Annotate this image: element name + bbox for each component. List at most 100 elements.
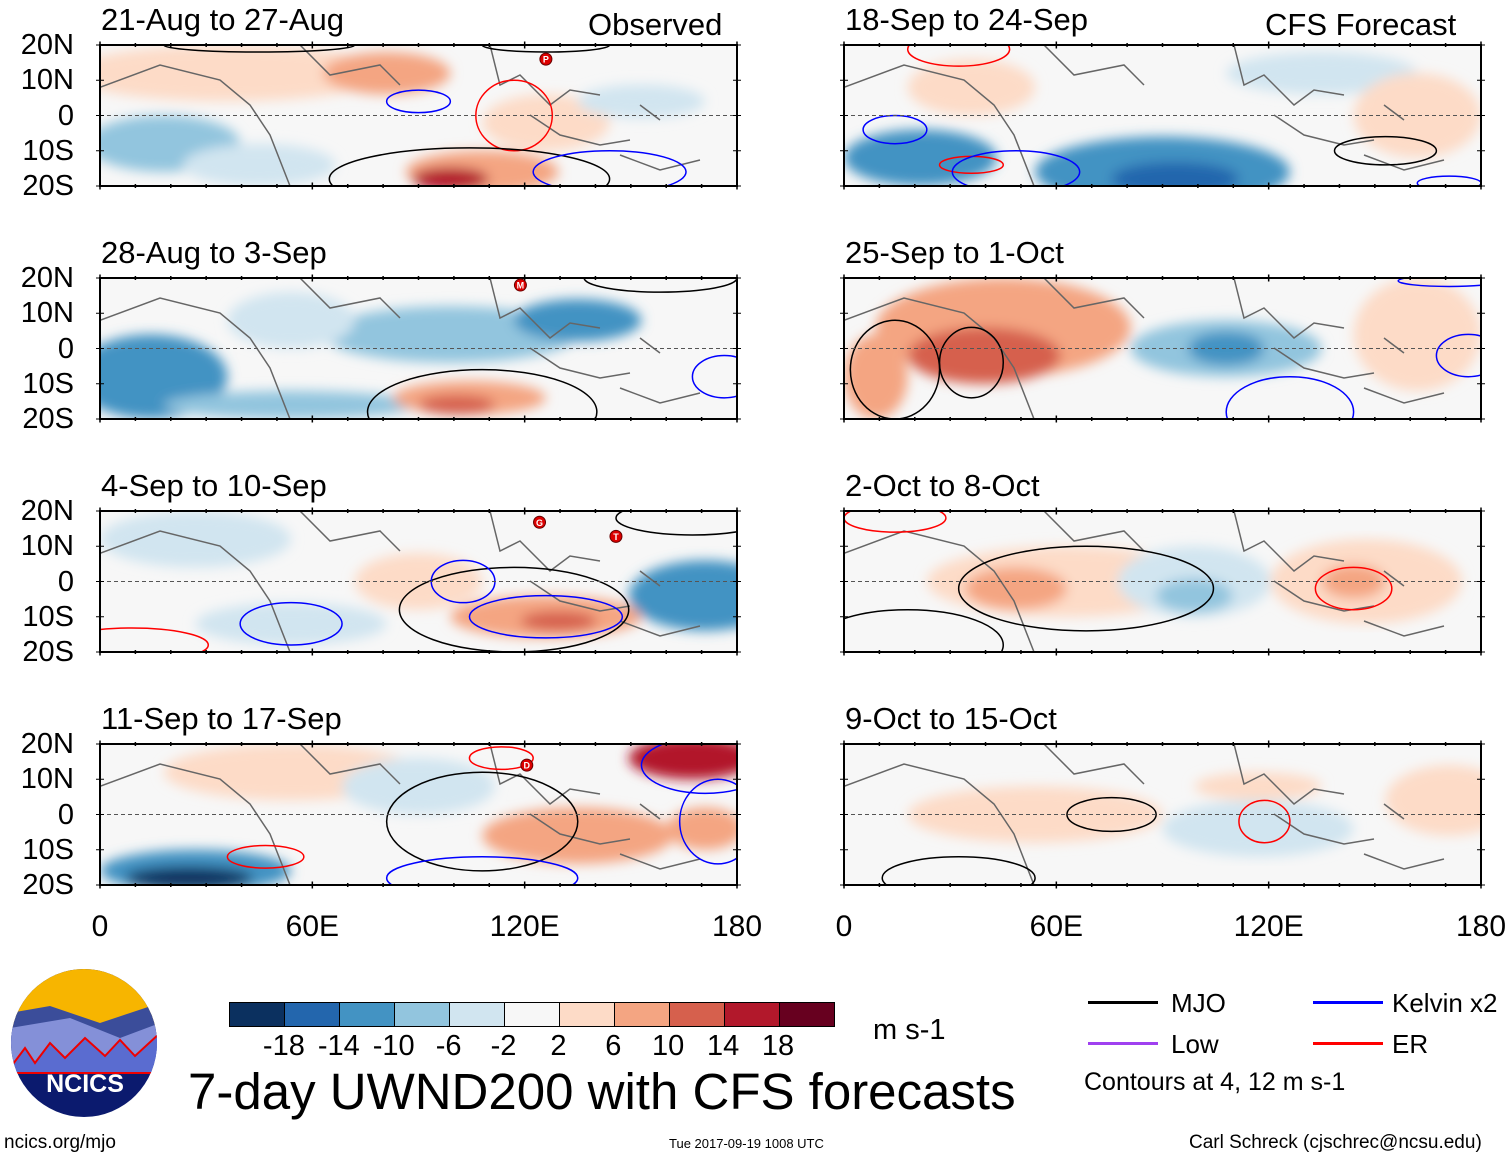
anomaly-region: [965, 567, 1067, 610]
contour-line: [957, 545, 1215, 632]
contour-line: [385, 771, 579, 872]
colorbar-swatch: [725, 1003, 780, 1026]
panel-title: 18-Sep to 24-Sep: [845, 2, 1089, 37]
contour-line: [583, 278, 737, 293]
y-axis-label: 20N: [20, 29, 74, 61]
colorbar-swatch: [505, 1003, 560, 1026]
y-axis-label: 10S: [22, 600, 74, 633]
y-axis-label: 10N: [20, 763, 74, 796]
map-panel: GT: [96, 507, 741, 656]
panel-title: 4-Sep to 10-Sep: [101, 468, 327, 503]
legend-mjo-label: MJO: [1171, 988, 1226, 1018]
footer-timestamp: Tue 2017-09-19 1008 UTC: [669, 1136, 824, 1151]
anomaly-region: [844, 334, 908, 419]
map-panel: D: [96, 740, 741, 889]
colorbar-units: m s-1: [873, 1014, 946, 1046]
y-axis-label: 10N: [20, 297, 74, 330]
anomaly-region: [412, 167, 489, 186]
anomaly-region: [1353, 278, 1481, 391]
anomaly-region: [1321, 564, 1386, 599]
contour-line: [328, 147, 611, 186]
y-axis-label: 10S: [22, 367, 74, 400]
contour-line: [1416, 175, 1481, 186]
x-axis-label: 120E: [489, 910, 560, 943]
coastline: [100, 45, 701, 186]
observed-header: Observed: [588, 7, 723, 42]
coastline: [100, 511, 701, 652]
legend-low-label: Low: [1171, 1029, 1219, 1059]
contour-line: [640, 744, 737, 795]
anomaly-region: [342, 758, 495, 815]
tropical-cyclone-icon: T: [609, 529, 623, 543]
colorbar: [229, 1002, 835, 1027]
anomaly-region: [1187, 331, 1265, 366]
anomaly-region: [482, 94, 610, 151]
panel-title: 28-Aug to 3-Sep: [101, 235, 327, 270]
y-axis-label: 20S: [22, 636, 74, 668]
footer-url[interactable]: ncics.org/mjo: [4, 1132, 116, 1153]
contour-line: [1238, 799, 1291, 844]
anomaly-region: [628, 744, 737, 780]
contour-line: [951, 150, 1081, 186]
x-axis-label: 60E: [1029, 910, 1084, 943]
legend-er-label: ER: [1392, 1029, 1429, 1059]
anomaly-region: [182, 143, 336, 186]
anomaly-region: [577, 84, 706, 119]
y-axis-label: 20S: [22, 170, 74, 202]
anomaly-region: [482, 807, 674, 864]
anomaly-region: [907, 327, 1061, 384]
forecast-header: CFS Forecast: [1265, 7, 1457, 42]
contour-line: [481, 45, 611, 53]
y-axis-label: 20N: [20, 495, 74, 527]
x-axis-label: 0: [835, 910, 853, 943]
colorbar-label: 10: [652, 1030, 685, 1062]
legend-er-line: [1313, 1042, 1383, 1045]
y-axis-label: 10N: [20, 64, 74, 97]
storm-letter: D: [524, 761, 531, 771]
anomaly-region: [1226, 52, 1418, 95]
storm-letter: M: [517, 281, 525, 291]
coastline: [100, 744, 701, 885]
coastline: [844, 511, 1445, 652]
anomaly-region: [195, 602, 387, 645]
colorbar-swatch: [395, 1003, 450, 1026]
anomaly-region: [1111, 162, 1239, 186]
colorbar-label: -2: [490, 1030, 517, 1062]
anomaly-region: [125, 866, 253, 885]
colorbar-label: 14: [706, 1030, 740, 1062]
tropical-cyclone-icon: P: [539, 52, 553, 66]
contour-line: [1314, 566, 1393, 611]
anomaly-region: [907, 59, 1036, 116]
map-panel: [840, 507, 1485, 656]
contour-line: [844, 511, 947, 533]
contour-line: [366, 368, 598, 419]
anomaly-region: [322, 52, 451, 95]
contour-line: [615, 511, 737, 536]
storm-letter: T: [613, 532, 619, 542]
logo-text: NCICS: [46, 1070, 124, 1098]
contour-note: Contours at 4, 12 m s-1: [1084, 1068, 1346, 1096]
colorbar-label: 2: [550, 1030, 567, 1062]
coastline: [100, 278, 701, 419]
colorbar-swatch: [450, 1003, 505, 1026]
y-axis-label: 20S: [22, 403, 74, 435]
x-axis-label: 180: [711, 910, 763, 943]
panel-title: 9-Oct to 15-Oct: [845, 701, 1057, 736]
contour-line: [906, 45, 1011, 67]
contour-line: [532, 150, 687, 186]
storm-letter: P: [543, 55, 549, 65]
anomaly-region: [1385, 765, 1481, 836]
anomaly-region: [628, 560, 737, 631]
tropical-cyclone-icon: D: [520, 758, 534, 772]
y-axis-label: 0: [57, 565, 74, 598]
y-axis-label: 10S: [22, 134, 74, 167]
colorbar-label: 6: [605, 1030, 622, 1062]
anomaly-region: [418, 395, 495, 415]
legend-kelvin-label: Kelvin x2: [1392, 988, 1498, 1018]
y-axis-label: 10S: [22, 833, 74, 866]
legend-mjo-line: [1088, 1001, 1158, 1004]
contour-line: [226, 844, 305, 869]
colorbar-swatch: [670, 1003, 725, 1026]
contour-line: [678, 778, 737, 865]
